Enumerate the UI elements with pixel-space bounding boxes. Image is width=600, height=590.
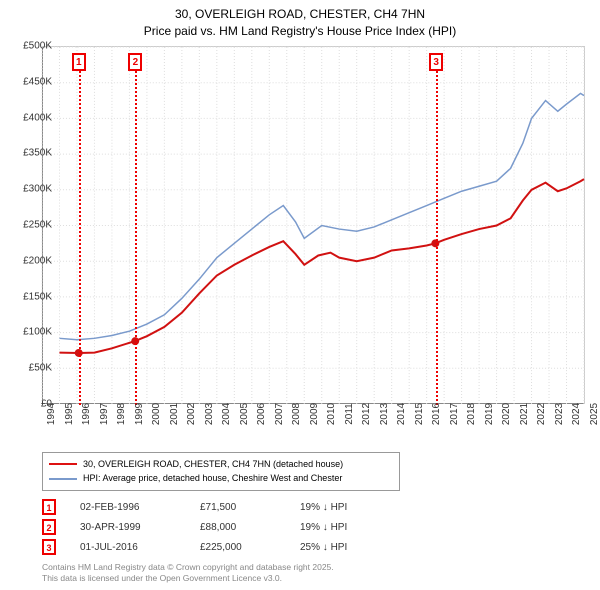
sale-pct: 19% ↓ HPI bbox=[300, 522, 347, 533]
y-tick-label: £400K bbox=[23, 112, 52, 123]
legend-row-hpi: HPI: Average price, detached house, Ches… bbox=[49, 471, 393, 485]
y-tick-label: £250K bbox=[23, 220, 52, 231]
chart-lines-svg bbox=[42, 47, 584, 404]
x-tick-label: 2003 bbox=[204, 403, 215, 425]
sale-marker-line bbox=[135, 71, 137, 405]
x-tick-label: 2002 bbox=[186, 403, 197, 425]
x-tick-label: 2015 bbox=[414, 403, 425, 425]
y-tick-label: £50K bbox=[29, 363, 52, 374]
x-tick-label: 2004 bbox=[221, 403, 232, 425]
x-tick-label: 2014 bbox=[396, 403, 407, 425]
sale-date: 02-FEB-1996 bbox=[80, 502, 200, 513]
sale-date: 30-APR-1999 bbox=[80, 522, 200, 533]
chart-title: 30, OVERLEIGH ROAD, CHESTER, CH4 7HN Pri… bbox=[0, 0, 600, 40]
title-line2: Price paid vs. HM Land Registry's House … bbox=[0, 23, 600, 40]
x-tick-label: 2009 bbox=[309, 403, 320, 425]
sale-price: £71,500 bbox=[200, 502, 300, 513]
sale-marker-line bbox=[79, 71, 81, 405]
x-tick-label: 1998 bbox=[116, 403, 127, 425]
x-tick-label: 2020 bbox=[501, 403, 512, 425]
legend: 30, OVERLEIGH ROAD, CHESTER, CH4 7HN (de… bbox=[42, 452, 400, 491]
legend-swatch-blue bbox=[49, 478, 77, 480]
x-tick-label: 2021 bbox=[519, 403, 530, 425]
legend-swatch-red bbox=[49, 463, 77, 465]
sale-marker-1: 1 bbox=[72, 53, 86, 71]
x-tick-label: 2001 bbox=[169, 403, 180, 425]
x-tick-label: 2005 bbox=[239, 403, 250, 425]
x-tick-label: 2018 bbox=[466, 403, 477, 425]
legend-label-hpi: HPI: Average price, detached house, Ches… bbox=[83, 471, 342, 485]
sale-price: £225,000 bbox=[200, 542, 300, 553]
footnote: Contains HM Land Registry data © Crown c… bbox=[42, 562, 334, 584]
x-tick-label: 2013 bbox=[379, 403, 390, 425]
sale-price: £88,000 bbox=[200, 522, 300, 533]
chart-plot-area: 1 2 3 bbox=[42, 46, 585, 404]
y-tick-label: £450K bbox=[23, 76, 52, 87]
x-tick-label: 2007 bbox=[274, 403, 285, 425]
x-tick-label: 1996 bbox=[81, 403, 92, 425]
x-tick-label: 2024 bbox=[571, 403, 582, 425]
legend-row-price: 30, OVERLEIGH ROAD, CHESTER, CH4 7HN (de… bbox=[49, 457, 393, 471]
x-tick-label: 2023 bbox=[554, 403, 565, 425]
sale-marker-line bbox=[436, 71, 438, 405]
y-tick-label: £200K bbox=[23, 255, 52, 266]
footnote-line1: Contains HM Land Registry data © Crown c… bbox=[42, 562, 334, 573]
legend-label-price: 30, OVERLEIGH ROAD, CHESTER, CH4 7HN (de… bbox=[83, 457, 343, 471]
x-tick-label: 2008 bbox=[291, 403, 302, 425]
sale-pct: 25% ↓ HPI bbox=[300, 542, 347, 553]
sale-row: 1 02-FEB-1996£71,50019% ↓ HPI bbox=[42, 498, 347, 516]
x-tick-label: 1995 bbox=[64, 403, 75, 425]
sale-marker-2: 2 bbox=[128, 53, 142, 71]
x-tick-label: 2000 bbox=[151, 403, 162, 425]
footnote-line2: This data is licensed under the Open Gov… bbox=[42, 573, 334, 584]
sale-pct: 19% ↓ HPI bbox=[300, 502, 347, 513]
x-tick-label: 2011 bbox=[344, 403, 355, 425]
sale-row: 2 30-APR-1999£88,00019% ↓ HPI bbox=[42, 518, 347, 536]
sale-num-box: 2 bbox=[42, 519, 56, 535]
title-line1: 30, OVERLEIGH ROAD, CHESTER, CH4 7HN bbox=[0, 6, 600, 23]
x-tick-label: 2022 bbox=[536, 403, 547, 425]
sale-date: 01-JUL-2016 bbox=[80, 542, 200, 553]
x-tick-label: 2019 bbox=[484, 403, 495, 425]
x-tick-label: 1999 bbox=[134, 403, 145, 425]
sale-num-box: 1 bbox=[42, 499, 56, 515]
x-tick-label: 2016 bbox=[431, 403, 442, 425]
x-tick-label: 1994 bbox=[46, 403, 57, 425]
x-tick-label: 2006 bbox=[256, 403, 267, 425]
x-tick-label: 2017 bbox=[449, 403, 460, 425]
x-tick-label: 1997 bbox=[99, 403, 110, 425]
series-hpi bbox=[59, 93, 584, 339]
x-tick-label: 2025 bbox=[589, 403, 600, 425]
y-tick-label: £150K bbox=[23, 291, 52, 302]
sales-table: 1 02-FEB-1996£71,50019% ↓ HPI 2 30-APR-1999… bbox=[42, 498, 347, 558]
y-tick-label: £350K bbox=[23, 148, 52, 159]
sale-marker-3: 3 bbox=[429, 53, 443, 71]
sale-num-box: 3 bbox=[42, 539, 56, 555]
x-tick-label: 2010 bbox=[326, 403, 337, 425]
sale-row: 3 01-JUL-2016£225,00025% ↓ HPI bbox=[42, 538, 347, 556]
x-tick-label: 2012 bbox=[361, 403, 372, 425]
y-tick-label: £500K bbox=[23, 41, 52, 52]
y-tick-label: £100K bbox=[23, 327, 52, 338]
y-tick-label: £300K bbox=[23, 184, 52, 195]
